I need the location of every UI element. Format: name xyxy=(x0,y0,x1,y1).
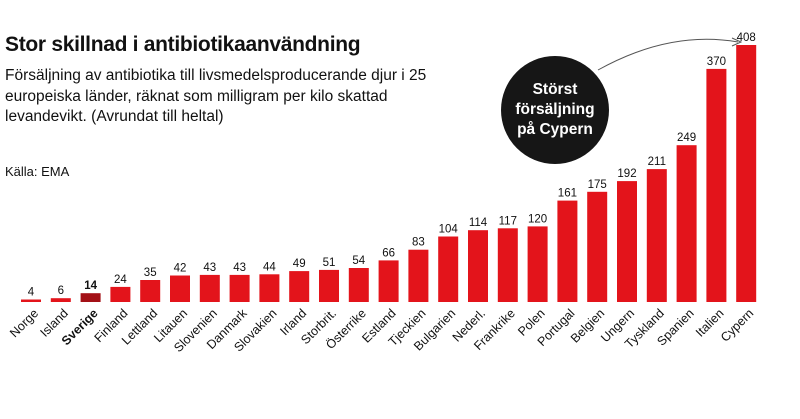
value-label-ungern: 192 xyxy=(617,168,636,180)
bar-italien xyxy=(706,68,727,303)
value-label-lettland: 35 xyxy=(144,267,157,279)
value-label-belgien: 175 xyxy=(588,179,607,191)
bar-slovakien xyxy=(259,274,280,302)
callout-arrow xyxy=(597,38,739,71)
value-label-estland: 66 xyxy=(382,247,395,259)
bar-storbrit xyxy=(319,269,339,302)
bar-island xyxy=(50,298,71,302)
bar-litauen xyxy=(170,275,190,302)
value-label-norge: 4 xyxy=(28,287,35,299)
bar-irland xyxy=(289,271,310,302)
bar-polen xyxy=(527,226,548,302)
bar-ungern xyxy=(617,181,637,302)
bar-tyskland xyxy=(646,169,667,302)
value-label-tyskland: 211 xyxy=(648,156,666,168)
bar-danmark xyxy=(229,274,250,302)
bar-bulgarien xyxy=(438,236,459,302)
category-label-norge: Norge xyxy=(7,306,41,340)
callout-bubble: Störst försäljning på Cypern xyxy=(501,56,609,164)
bar-lettland xyxy=(140,280,161,302)
value-label-storbrit: 51 xyxy=(323,257,336,269)
value-label-slovenien: 43 xyxy=(203,262,216,274)
bar-cypern xyxy=(736,45,757,302)
bar-spanien xyxy=(676,145,697,302)
value-label-portugal: 161 xyxy=(558,188,577,200)
bar-sverige xyxy=(80,293,101,302)
value-label-nederl: 114 xyxy=(469,217,488,229)
value-label-cypern: 408 xyxy=(737,32,756,44)
bar-portugal xyxy=(557,200,578,302)
value-label-island: 6 xyxy=(58,285,64,297)
value-label-danmark: 43 xyxy=(233,262,246,274)
bar-belgien xyxy=(587,191,608,302)
value-label-italien: 370 xyxy=(707,56,726,68)
value-label-slovakien: 44 xyxy=(263,261,276,273)
category-label-cypern: Cypern xyxy=(718,306,756,344)
value-label-frankrike: 117 xyxy=(499,215,517,227)
callout-arrowhead-icon xyxy=(731,37,743,47)
value-label-litauen: 42 xyxy=(174,263,187,275)
bar-osterrike xyxy=(348,268,369,302)
value-label-spanien: 249 xyxy=(677,132,696,144)
callout-text: Störst försäljning på Cypern xyxy=(515,81,595,138)
value-label-tjeckien: 83 xyxy=(412,237,425,249)
bar-estland xyxy=(378,260,399,302)
bar-slovenien xyxy=(199,274,220,302)
value-label-finland: 24 xyxy=(114,274,127,286)
value-label-polen: 120 xyxy=(528,213,547,225)
chart-subtitle: Försäljning av antibiotika till livsmede… xyxy=(5,67,427,125)
source-note: Källa: EMA xyxy=(5,164,70,179)
bar-finland xyxy=(110,286,131,302)
bar-frankrike xyxy=(497,228,518,302)
bar-norge xyxy=(21,299,41,302)
value-label-sverige: 14 xyxy=(84,280,97,292)
value-label-osterrike: 54 xyxy=(352,255,365,267)
bar-nederl xyxy=(468,230,488,302)
bar-tjeckien xyxy=(408,249,429,302)
value-label-irland: 49 xyxy=(293,258,306,270)
chart-title: Stor skillnad i antibiotikaanvändning xyxy=(5,33,361,56)
value-label-bulgarien: 104 xyxy=(439,224,459,236)
